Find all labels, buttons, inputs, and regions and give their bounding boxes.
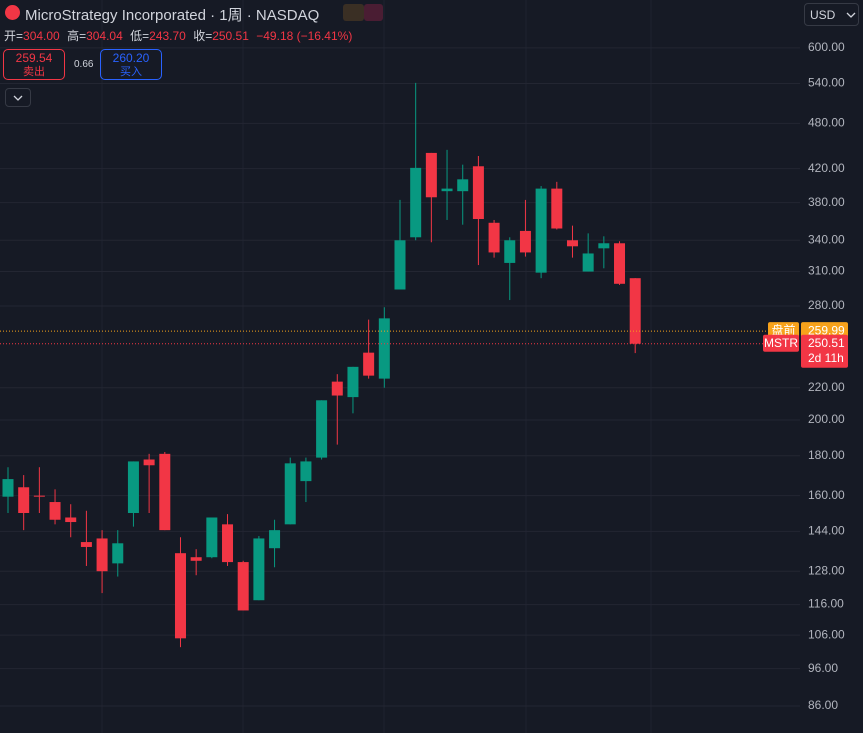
symbol-title: MicroStrategy Incorporated · 1周 · NASDAQ (25, 7, 320, 24)
countdown: 2d 11h (808, 351, 844, 365)
candle-body (284, 463, 296, 525)
candle-body (598, 243, 610, 249)
candle-body (300, 461, 312, 482)
symbol-icon (5, 5, 20, 20)
price-tag-bg (801, 334, 848, 368)
y-tick-label: 220.00 (808, 380, 845, 394)
candle-body (535, 188, 547, 273)
candle-body (347, 366, 359, 398)
price-tag-label-bg (763, 334, 799, 352)
candle-body (2, 479, 14, 497)
sell-button[interactable]: 259.54 卖出 (3, 49, 65, 80)
ohlc-value: 250.51 (212, 29, 249, 43)
ohlc-label: 开= (4, 29, 24, 43)
candle-body (143, 459, 155, 466)
y-tick-label: 106.00 (808, 627, 845, 641)
y-tick-label: 310.00 (808, 264, 845, 278)
buy-label: 买入 (120, 66, 142, 78)
candle-body (582, 253, 594, 272)
candle-body (425, 152, 437, 198)
price-tag-value: 250.51 (808, 336, 845, 350)
collapse-button[interactable] (5, 88, 31, 107)
price-tag-value: 259.99 (808, 323, 845, 337)
y-tick-label: 420.00 (808, 161, 845, 175)
sell-label: 卖出 (23, 66, 45, 78)
y-tick-label: 128.00 (808, 563, 845, 577)
currency: USD (810, 8, 836, 22)
buy-button[interactable]: 260.20 买入 (100, 49, 162, 80)
y-tick-label: 86.00 (808, 698, 838, 712)
y-tick-label: 144.00 (808, 523, 845, 537)
candle-body (457, 179, 469, 192)
candle-body (614, 243, 626, 284)
y-tick-label: 480.00 (808, 116, 845, 130)
candle-body (112, 543, 124, 564)
candle-body (394, 240, 406, 290)
y-tick-label: 96.00 (808, 661, 838, 675)
candle-body (378, 318, 390, 379)
candle-body (472, 166, 484, 220)
candle-body (488, 222, 500, 253)
candle-body (206, 517, 218, 558)
candle-body (504, 240, 516, 263)
candle-body (316, 400, 328, 458)
y-tick-label: 540.00 (808, 76, 845, 90)
y-tick-label: 280.00 (808, 298, 845, 312)
ohlc-value: 304.04 (86, 29, 123, 43)
candle-body (253, 538, 265, 601)
ohlc-label: 低= (130, 29, 150, 43)
candle-body (363, 352, 375, 376)
candle-body (269, 530, 281, 549)
candle-body (18, 487, 30, 514)
candle-body (65, 517, 77, 523)
price-tag-label: MSTR (764, 336, 798, 350)
y-tick-label: 200.00 (808, 412, 845, 426)
y-tick-label: 180.00 (808, 448, 845, 462)
candle-body (551, 188, 563, 229)
candle-body (49, 502, 61, 520)
candle-body (159, 453, 171, 531)
session-badge (343, 4, 364, 21)
y-tick-label: 116.00 (808, 597, 844, 611)
price-tag-label: 盘前 (771, 322, 795, 337)
candle-body (127, 461, 139, 514)
spread: 0.66 (74, 59, 94, 70)
ohlc-label: 收= (193, 29, 213, 43)
y-tick-label: 380.00 (808, 195, 845, 209)
ohlc-label: 高= (67, 29, 87, 43)
chevron (846, 12, 856, 18)
currency-select[interactable]: USD (804, 3, 859, 26)
candle-body (629, 278, 641, 344)
ohlc-value: 243.70 (149, 29, 186, 43)
ohlc-value: 304.00 (23, 29, 60, 43)
chevron (13, 95, 23, 101)
candle-body (237, 562, 249, 611)
sell-price: 259.54 (15, 51, 53, 65)
candle-body (80, 542, 92, 547)
y-tick-label: 340.00 (808, 232, 845, 246)
candle-body (331, 381, 343, 396)
ohlc-legend: 开=304.00 高=304.04 低=243.70 收=250.51 −49.… (4, 27, 356, 44)
candle-body (441, 188, 453, 192)
candle-body (519, 230, 531, 253)
candle-body (33, 495, 45, 497)
candle-body (174, 553, 186, 639)
change: −49.18 (−16.41%) (256, 29, 353, 43)
candle-body (566, 240, 578, 247)
y-tick-label: 160.00 (808, 488, 845, 502)
y-tick-label: 600.00 (808, 40, 845, 54)
candle-body (190, 557, 202, 561)
data-badge (364, 4, 383, 21)
candle-body (96, 538, 108, 572)
candle-body (222, 524, 234, 563)
buy-price: 260.20 (112, 51, 150, 65)
candle-body (410, 167, 422, 238)
